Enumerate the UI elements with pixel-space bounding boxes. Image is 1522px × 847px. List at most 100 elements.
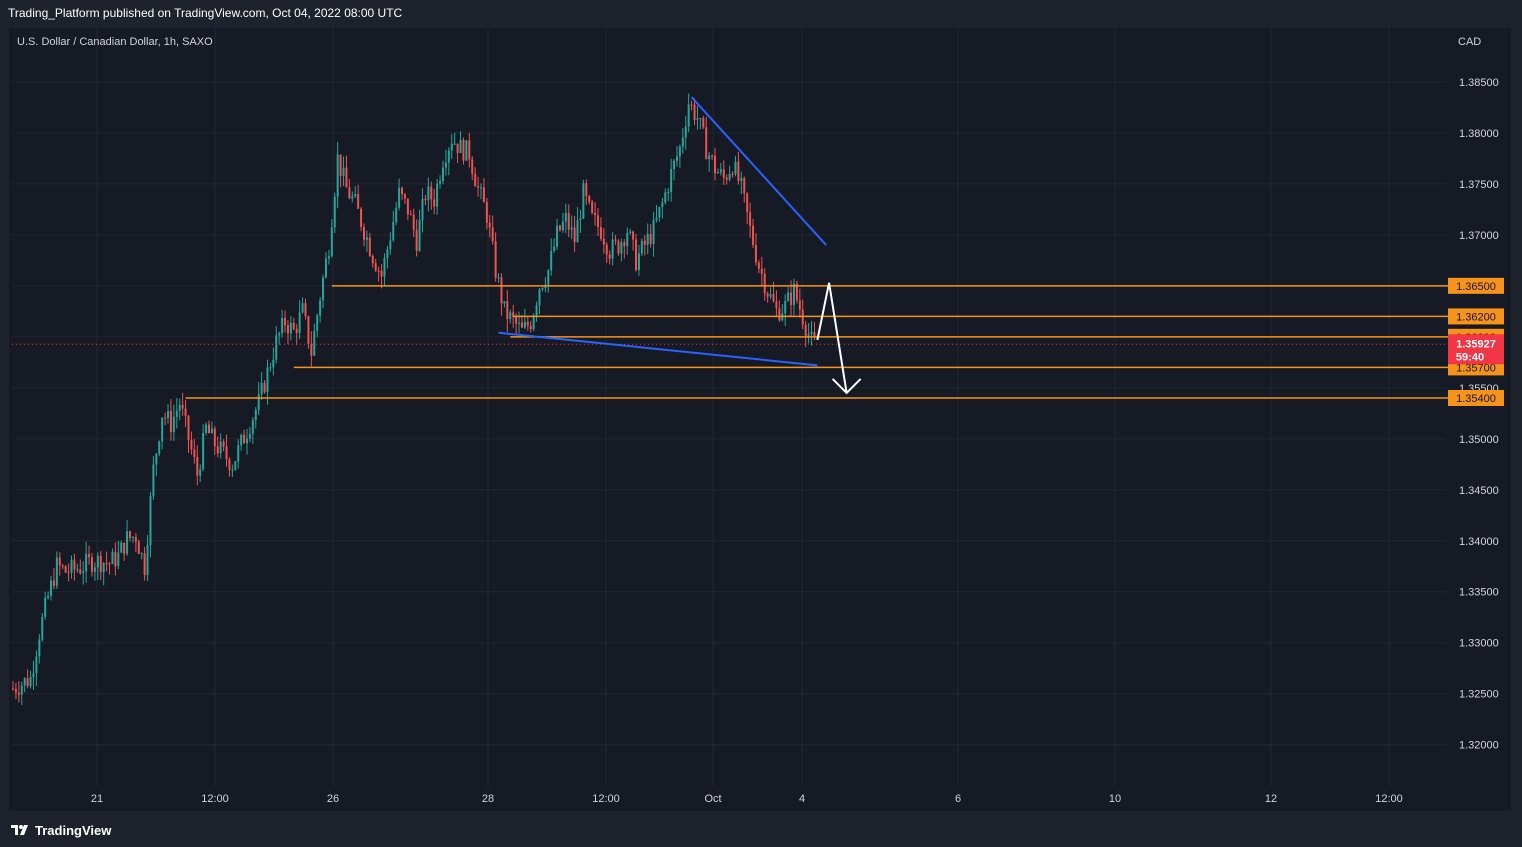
candle-body <box>637 253 640 271</box>
trend-line <box>498 331 818 367</box>
candle-body <box>205 424 208 433</box>
candle-body <box>336 154 339 197</box>
candle-body <box>292 322 295 330</box>
candle-body <box>567 213 570 230</box>
candle-body <box>260 382 263 395</box>
candle-body <box>594 212 597 216</box>
candle-body <box>757 262 760 269</box>
candle-body <box>512 312 515 317</box>
candle-body <box>298 312 301 333</box>
candle-body <box>228 459 231 471</box>
projection-arrow-head <box>831 378 862 395</box>
candle-body <box>348 187 351 199</box>
candle-body <box>14 688 17 693</box>
candle-body <box>281 317 284 334</box>
candle-body <box>134 536 137 542</box>
candle-body <box>193 449 196 457</box>
candle-body <box>670 168 673 192</box>
candle-body <box>360 208 363 227</box>
candle-body <box>441 167 444 182</box>
candle-body <box>623 242 626 246</box>
candle-body <box>237 445 240 462</box>
level-price-tag <box>1448 308 1504 325</box>
candle-body <box>50 580 53 596</box>
candle-body <box>23 678 26 686</box>
candle-body <box>374 263 377 271</box>
candle-body <box>488 222 491 228</box>
candle-body <box>286 325 289 334</box>
candle-body <box>149 496 152 545</box>
candle-body <box>579 218 582 221</box>
candle-body <box>263 382 266 392</box>
y-axis-tick-label: 1.32500 <box>1459 689 1499 701</box>
candle-body <box>143 553 146 576</box>
candle-body <box>275 335 278 360</box>
candle-body <box>357 194 360 209</box>
candle-body <box>784 300 787 314</box>
candle-body <box>178 404 181 411</box>
candle-body <box>161 417 164 442</box>
x-axis-tick-label: 12 <box>1265 793 1277 805</box>
candle-body <box>368 237 371 256</box>
candle-body <box>175 410 178 417</box>
footer: TradingView <box>10 820 111 840</box>
candle-body <box>289 322 292 334</box>
candle-body <box>690 104 693 106</box>
candle-body <box>164 417 167 419</box>
candle-body <box>246 438 248 444</box>
price-chart[interactable]: U.S. Dollar / Canadian Dollar, 1h, SAXO C… <box>9 28 1511 811</box>
candle-body <box>591 201 594 213</box>
candle-body <box>35 656 38 674</box>
candle-body <box>96 555 99 568</box>
candle-body <box>769 294 772 297</box>
candle-body <box>324 258 327 278</box>
candle-body <box>395 207 398 223</box>
candle-body <box>807 333 810 336</box>
y-axis-tick-label: 1.37500 <box>1459 179 1499 191</box>
candle-body <box>453 143 456 145</box>
candle-body <box>64 566 67 573</box>
candle-body <box>123 542 126 554</box>
candle-body <box>322 277 325 301</box>
candle-body <box>620 242 623 254</box>
candle-body <box>41 616 44 640</box>
x-axis-tick-label: 10 <box>1109 793 1121 805</box>
chart-frame[interactable]: U.S. Dollar / Canadian Dollar, 1h, SAXO C… <box>9 28 1511 811</box>
candle-body <box>462 139 465 161</box>
candle-body <box>158 441 161 454</box>
candle-body <box>728 174 731 180</box>
candle-body <box>58 557 61 566</box>
candle-body <box>550 251 553 271</box>
candle-body <box>371 255 374 264</box>
candle-body <box>778 308 781 321</box>
candle-body <box>518 322 521 324</box>
candle-body <box>632 231 635 240</box>
candle-body <box>649 234 652 244</box>
candle-body <box>675 156 678 161</box>
candle-body <box>597 215 599 227</box>
candle-body <box>667 191 670 193</box>
candle-body <box>427 186 430 201</box>
candle-body <box>120 542 123 553</box>
candle-body <box>693 104 696 120</box>
candle-body <box>196 456 199 476</box>
candle-body <box>117 552 120 567</box>
candle-body <box>257 394 260 411</box>
candle-body <box>231 469 234 471</box>
candle-body <box>749 212 752 226</box>
candle-body <box>652 220 655 244</box>
candle-body <box>477 186 480 188</box>
candle-body <box>111 551 114 564</box>
candle-body <box>509 312 512 319</box>
y-axis-tick-label: 1.34000 <box>1459 536 1499 548</box>
candle-body <box>561 221 564 231</box>
candle-body <box>234 461 237 470</box>
trend-line <box>690 96 827 246</box>
candle-body <box>85 554 88 572</box>
candle-body <box>105 563 108 565</box>
candle-body <box>787 292 790 301</box>
candle-body <box>199 469 202 476</box>
candle-body <box>140 553 143 555</box>
candle-body <box>804 324 807 336</box>
candle-body <box>102 563 105 573</box>
